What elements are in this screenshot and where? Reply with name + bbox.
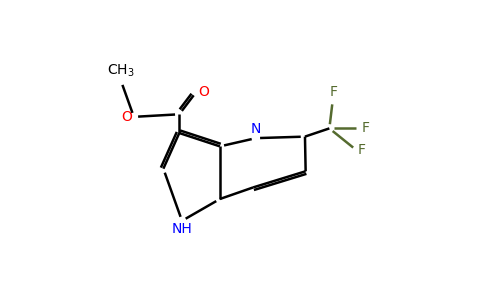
- Text: N: N: [251, 122, 261, 136]
- Text: O: O: [198, 85, 209, 99]
- Text: F: F: [330, 85, 337, 99]
- Text: O: O: [121, 110, 132, 124]
- Text: F: F: [362, 122, 370, 135]
- Text: F: F: [358, 143, 366, 157]
- Text: CH$_3$: CH$_3$: [107, 63, 135, 80]
- Text: NH: NH: [172, 222, 192, 236]
